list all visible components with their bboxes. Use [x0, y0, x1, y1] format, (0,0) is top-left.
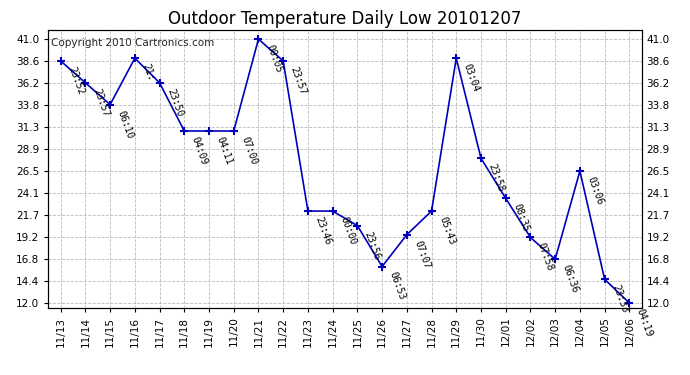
Text: 23:57: 23:57	[91, 87, 110, 118]
Text: 00:05: 00:05	[264, 43, 284, 74]
Text: 23:58: 23:58	[486, 162, 506, 194]
Text: 23:46: 23:46	[313, 215, 333, 246]
Text: 23:56: 23:56	[363, 230, 382, 261]
Text: 05:43: 05:43	[437, 215, 457, 246]
Text: 04:19: 04:19	[635, 307, 654, 338]
Text: 03:04: 03:04	[462, 62, 481, 93]
Text: 07:07: 07:07	[413, 239, 432, 270]
Text: 06:36: 06:36	[561, 264, 580, 294]
Text: 04:09: 04:09	[190, 135, 209, 166]
Text: 06:10: 06:10	[116, 109, 135, 140]
Text: 03:06: 03:06	[585, 175, 605, 206]
Text: 06:53: 06:53	[388, 271, 407, 302]
Text: 08:35: 08:35	[511, 202, 531, 234]
Text: 07:58: 07:58	[536, 242, 555, 273]
Text: 21:: 21:	[140, 62, 156, 82]
Text: 23:57: 23:57	[288, 65, 308, 96]
Text: Copyright 2010 Cartronics.com: Copyright 2010 Cartronics.com	[51, 38, 215, 48]
Title: Outdoor Temperature Daily Low 20101207: Outdoor Temperature Daily Low 20101207	[168, 10, 522, 28]
Text: 23:33: 23:33	[610, 284, 629, 315]
Text: 00:00: 00:00	[338, 215, 357, 246]
Text: 23:52: 23:52	[66, 65, 86, 96]
Text: 23:50: 23:50	[165, 87, 184, 118]
Text: 04:11: 04:11	[215, 135, 234, 166]
Text: 07:00: 07:00	[239, 135, 259, 166]
